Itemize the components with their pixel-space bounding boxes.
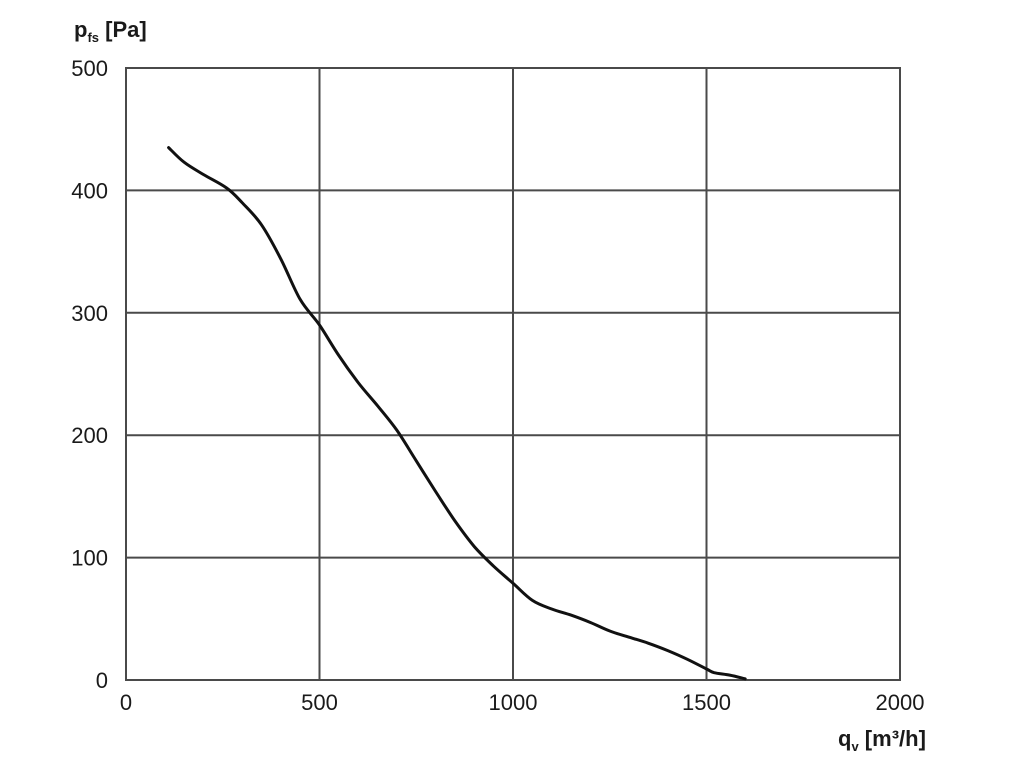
x-axis-title: qv [m³/h] [838,726,926,754]
y-axis-title: pfs [Pa] [74,17,147,45]
x-axis-title-sub: v [851,739,859,754]
plot-frame [125,67,901,681]
series-line [167,146,747,681]
y-tick-label: 500 [71,56,108,81]
y-axis-title-sub: fs [87,30,99,45]
y-tick-label: 300 [71,301,108,326]
x-tick-label: 1500 [682,690,731,715]
y-tick-label: 400 [71,178,108,203]
y-axis-title-unit: [Pa] [99,17,147,42]
x-tick-label: 2000 [876,690,925,715]
y-tick-label: 200 [71,423,108,448]
y-tick-labels: 0 100 200 300 400 500 [71,56,108,693]
grid [126,68,900,680]
y-tick-label: 100 [71,546,108,571]
x-axis-title-main: q [838,726,851,751]
x-axis-title-unit: [m³/h] [859,726,926,751]
x-tick-labels: 0 500 1000 1500 2000 [120,690,925,715]
y-tick-label: 0 [96,668,108,693]
x-tick-label: 500 [301,690,338,715]
x-tick-label: 0 [120,690,132,715]
y-axis-title-main: p [74,17,87,42]
x-tick-label: 1000 [489,690,538,715]
